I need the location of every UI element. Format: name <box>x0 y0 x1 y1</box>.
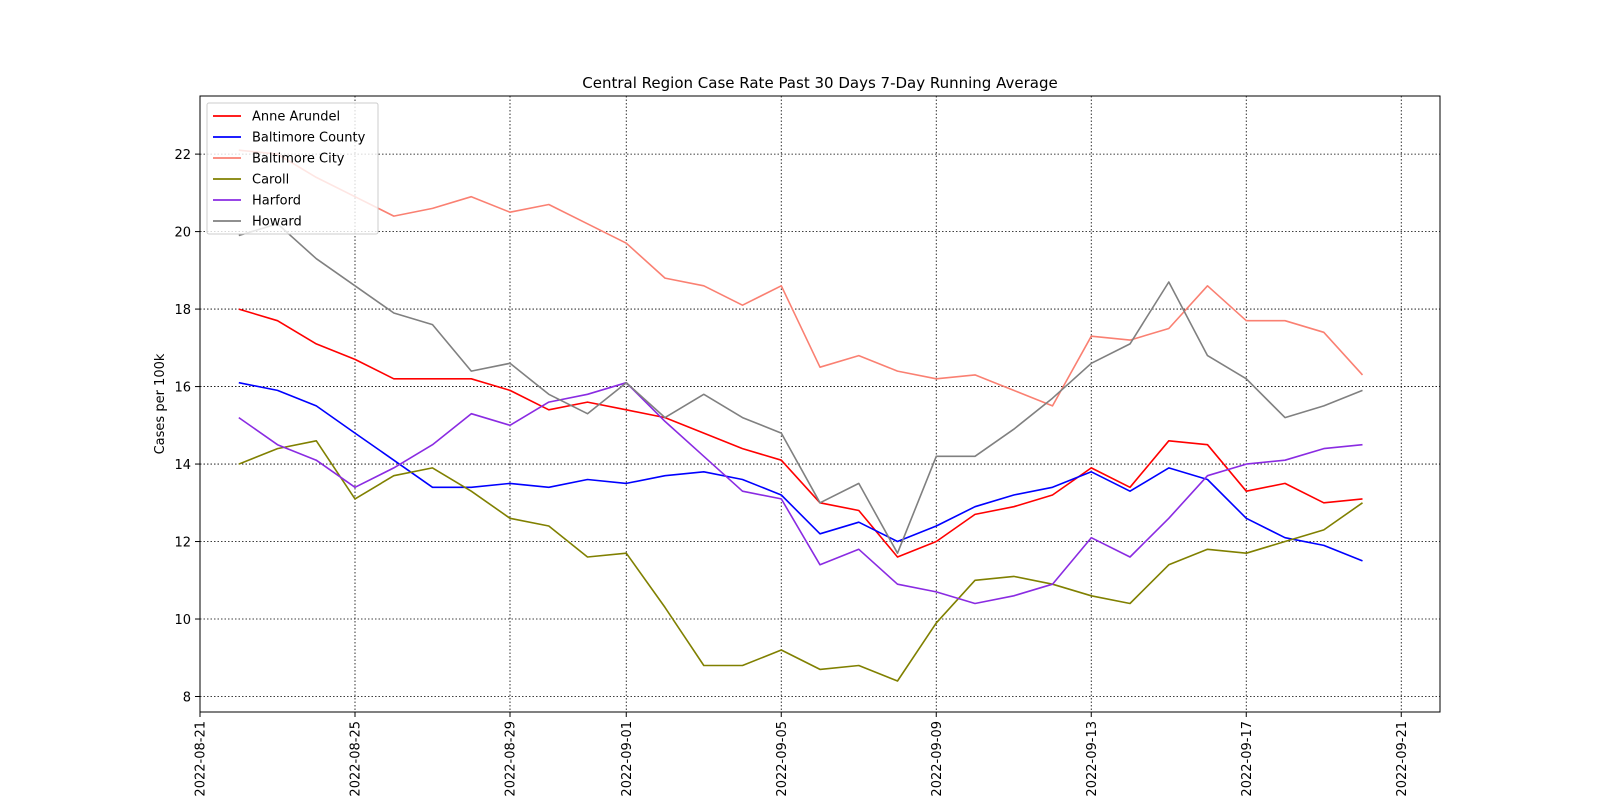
y-tick-label: 10 <box>174 613 191 628</box>
y-tick-label: 20 <box>174 226 191 241</box>
y-tick-label: 16 <box>174 381 191 396</box>
legend-label-harford: Harford <box>252 194 301 209</box>
legend-box <box>206 102 379 235</box>
y-tick-label: 14 <box>174 458 191 473</box>
y-tick-label: 8 <box>183 691 191 706</box>
series-line-harford <box>238 381 1363 605</box>
legend-label-caroll: Caroll <box>252 173 289 188</box>
series-line-baltimore-city <box>238 149 1364 407</box>
x-tick-label: 2022-09-13 <box>1085 721 1100 797</box>
x-tick-label: 2022-09-09 <box>930 721 945 797</box>
series-lines <box>238 149 1364 682</box>
x-tick-label: 2022-09-05 <box>775 721 790 797</box>
y-tick-label: 12 <box>174 536 191 551</box>
x-tick-label: 2022-09-01 <box>620 721 635 797</box>
grid-lines <box>200 96 1440 712</box>
x-tick-label: 2022-09-21 <box>1395 721 1410 797</box>
axis-ticks: 2022-08-21 2022-08-25 2022-08-29 2022-09-01… <box>174 148 1409 796</box>
y-tick-label: 18 <box>174 303 191 318</box>
y-axis-label: Cases per 100k <box>153 353 168 454</box>
x-tick-label: 2022-08-21 <box>194 721 209 797</box>
plot-area-frame <box>199 95 1441 713</box>
legend-label-anne-arundel: Anne Arundel <box>252 110 340 125</box>
x-tick-label: 2022-08-25 <box>349 721 364 797</box>
series-line-baltimore-county <box>238 381 1363 562</box>
legend-label-howard: Howard <box>252 215 302 230</box>
legend: Anne Arundel Baltimore County Baltimore Ci… <box>206 102 379 235</box>
x-tick-label: 2022-09-17 <box>1240 721 1255 797</box>
series-line-caroll <box>238 439 1363 682</box>
series-line-howard <box>238 223 1363 555</box>
chart-title: Central Region Case Rate Past 30 Days 7-… <box>582 74 1057 92</box>
series-line-anne-arundel <box>238 308 1363 558</box>
legend-label-baltimore-city: Baltimore City <box>252 152 345 167</box>
y-tick-label: 22 <box>174 148 191 163</box>
x-tick-label: 2022-08-29 <box>504 721 519 797</box>
legend-label-baltimore-county: Baltimore County <box>252 131 366 146</box>
